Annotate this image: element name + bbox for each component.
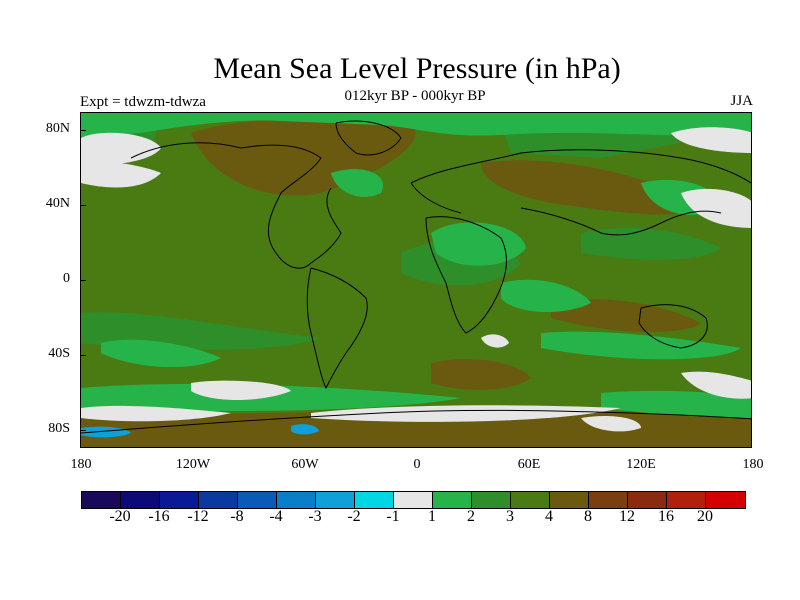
colorbar-tick-label: 20 <box>697 508 713 525</box>
contour-2-3 <box>81 113 751 418</box>
colorbar-swatch <box>550 492 589 508</box>
contour-neg1-1 <box>81 127 751 432</box>
colorbar-swatch <box>121 492 160 508</box>
colorbar-swatch <box>589 492 628 508</box>
colorbar-tick-label: 1 <box>428 508 436 525</box>
colorbar-tick-label: -2 <box>347 508 361 525</box>
tick <box>80 355 86 356</box>
colorbar-swatch <box>394 492 433 508</box>
colorbar-tick-label: -3 <box>308 508 322 525</box>
colorbar-tick-label: 12 <box>619 508 635 525</box>
lon-label-180w: 180 <box>70 457 92 472</box>
colorbar-swatch <box>82 492 121 508</box>
colorbar-swatch <box>355 492 394 508</box>
lon-label-180e: 180 <box>742 457 764 472</box>
colorbar-swatch <box>433 492 472 508</box>
colorbar-swatch <box>316 492 355 508</box>
colorbar-swatch <box>238 492 277 508</box>
colorbar-tick-label: 4 <box>545 508 553 525</box>
lat-label-40s: 40S <box>48 346 70 361</box>
lon-label-120e: 120E <box>626 457 656 472</box>
lon-label-0: 0 <box>413 457 421 472</box>
colorbar-tick-label: -8 <box>230 508 244 525</box>
season-label: JJA <box>730 93 753 109</box>
colorbar-swatch <box>706 492 745 508</box>
colorbar-swatch <box>277 492 316 508</box>
colorbar-swatch <box>199 492 238 508</box>
colorbar-tick-label: -1 <box>386 508 400 525</box>
coastlines <box>81 120 751 434</box>
lon-label-120w: 120W <box>175 457 211 472</box>
colorbar-swatch <box>667 492 706 508</box>
colorbar-tick-label: -12 <box>187 508 209 525</box>
tick <box>80 280 86 281</box>
pressure-field <box>81 113 751 447</box>
colorbar-swatch <box>511 492 550 508</box>
lat-label-0: 0 <box>63 271 70 286</box>
map-plot-area <box>80 112 752 448</box>
lat-label-80n: 80N <box>45 121 70 136</box>
colorbar-tick-label: 8 <box>584 508 592 525</box>
tick <box>80 205 86 206</box>
contour-negative <box>81 424 319 438</box>
tick <box>80 430 86 431</box>
colorbar-tick-label: -4 <box>269 508 283 525</box>
lat-label-80s: 80S <box>48 421 70 436</box>
lon-label-60w: 60W <box>291 457 319 472</box>
colorbar-swatch <box>472 492 511 508</box>
colorbar-swatch <box>628 492 667 508</box>
colorbar-tick-label: 3 <box>506 508 514 525</box>
experiment-label: Expt = tdwzm-tdwza <box>80 94 206 110</box>
colorbar-tick-label: 2 <box>467 508 475 525</box>
colorbar-swatch <box>160 492 199 508</box>
lon-label-60e: 60E <box>517 457 541 472</box>
colorbar-tick-label: -16 <box>148 508 170 525</box>
colorbar-tick-label: -20 <box>109 508 131 525</box>
colorbar-tick-label: 16 <box>658 508 674 525</box>
map-subtitle: 012kyr BP - 000kyr BP <box>344 88 486 104</box>
lat-label-40n: 40N <box>45 196 70 211</box>
colorbar <box>81 491 746 509</box>
tick <box>80 130 86 131</box>
map-title: Mean Sea Level Pressure (in hPa) <box>213 52 621 85</box>
